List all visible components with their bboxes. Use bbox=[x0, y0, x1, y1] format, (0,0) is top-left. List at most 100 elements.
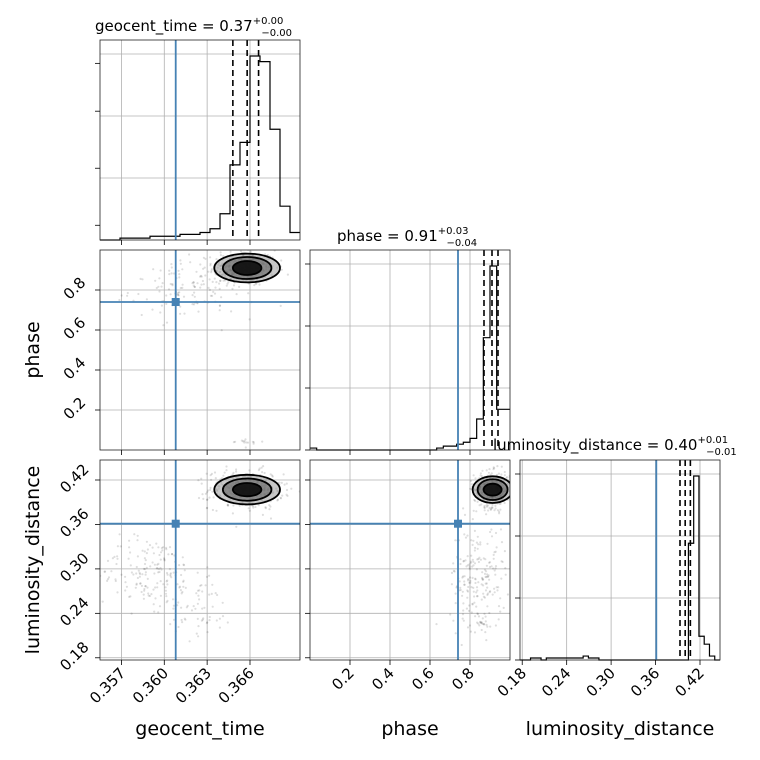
sample-point bbox=[257, 245, 259, 247]
sample-point bbox=[268, 508, 271, 511]
sample-point bbox=[472, 474, 475, 477]
sample-point bbox=[238, 504, 241, 507]
sample-point bbox=[137, 292, 140, 296]
sample-point bbox=[160, 304, 163, 307]
sample-point bbox=[135, 565, 138, 569]
sample-point bbox=[144, 573, 147, 576]
sample-point bbox=[164, 586, 167, 589]
sample-point bbox=[462, 507, 465, 510]
sample-point bbox=[188, 253, 191, 256]
sample-point bbox=[210, 592, 213, 596]
sample-point bbox=[499, 610, 502, 613]
sample-point bbox=[154, 279, 157, 282]
sample-point bbox=[465, 607, 468, 610]
sample-point bbox=[498, 512, 501, 515]
sample-point bbox=[235, 470, 238, 473]
sample-point bbox=[247, 292, 250, 295]
y-tick-label: 0.2 bbox=[60, 394, 90, 424]
sample-point bbox=[269, 505, 272, 508]
sample-point bbox=[200, 275, 203, 278]
sample-point bbox=[220, 477, 224, 480]
sample-point bbox=[476, 595, 479, 598]
sample-point bbox=[476, 535, 479, 538]
sample-point bbox=[455, 586, 458, 589]
sample-point bbox=[202, 283, 205, 286]
sample-point bbox=[495, 473, 499, 477]
sample-point bbox=[471, 558, 474, 561]
sample-point bbox=[492, 567, 495, 570]
sample-point bbox=[223, 471, 226, 474]
sample-point bbox=[269, 473, 272, 476]
sample-point bbox=[197, 625, 200, 628]
sample-point bbox=[201, 590, 204, 593]
sample-point bbox=[141, 573, 144, 576]
sample-point bbox=[214, 286, 217, 289]
sample-point bbox=[480, 622, 483, 625]
sample-point bbox=[279, 304, 282, 307]
sample-point bbox=[275, 456, 277, 458]
sample-point bbox=[483, 572, 487, 576]
sample-point bbox=[462, 609, 465, 612]
sample-point bbox=[503, 550, 506, 553]
sample-point bbox=[279, 496, 282, 499]
sample-point bbox=[163, 558, 166, 561]
sample-point bbox=[461, 594, 464, 597]
sample-point bbox=[202, 497, 205, 500]
sample-point bbox=[226, 621, 229, 624]
xlabel-geocent-time: geocent_time bbox=[135, 718, 264, 740]
sample-point bbox=[475, 568, 478, 571]
sample-point bbox=[162, 583, 165, 586]
sample-point bbox=[127, 557, 130, 560]
sample-point bbox=[476, 621, 479, 624]
sample-point bbox=[192, 281, 195, 284]
sample-point bbox=[251, 505, 255, 508]
sample-point bbox=[468, 624, 472, 627]
sample-point bbox=[166, 599, 169, 603]
sample-point bbox=[480, 583, 483, 586]
sample-point bbox=[209, 256, 212, 259]
sample-point bbox=[218, 304, 222, 307]
sample-point bbox=[238, 285, 241, 288]
sample-point bbox=[209, 262, 212, 265]
sample-point bbox=[484, 631, 487, 634]
sample-point bbox=[454, 592, 457, 595]
sample-point bbox=[279, 497, 283, 500]
sample-point bbox=[169, 574, 172, 577]
sample-point bbox=[198, 598, 201, 601]
sample-point bbox=[101, 600, 104, 603]
sample-point bbox=[494, 567, 497, 570]
sample-point bbox=[480, 475, 484, 478]
y-tick-label: 0.42 bbox=[56, 460, 92, 496]
sample-point bbox=[192, 284, 195, 287]
sample-point bbox=[493, 467, 496, 470]
sample-point bbox=[466, 564, 469, 567]
sample-point bbox=[475, 591, 478, 594]
sample-point bbox=[124, 581, 127, 584]
sample-point bbox=[196, 589, 200, 592]
x-tick-label: 0.30 bbox=[583, 664, 619, 700]
sample-point bbox=[157, 562, 160, 566]
sample-point bbox=[156, 563, 159, 566]
sample-point bbox=[477, 581, 480, 584]
sample-point bbox=[190, 609, 194, 612]
sample-point bbox=[213, 471, 217, 474]
sample-point bbox=[107, 576, 111, 579]
sample-point bbox=[152, 268, 155, 271]
sample-point bbox=[477, 615, 481, 618]
sample-point bbox=[450, 583, 453, 586]
sample-point bbox=[171, 598, 175, 601]
sample-point bbox=[494, 565, 498, 568]
sample-point bbox=[489, 590, 492, 593]
sample-point bbox=[200, 283, 203, 286]
sample-point bbox=[486, 504, 490, 507]
sample-point bbox=[143, 589, 146, 592]
sample-point bbox=[169, 623, 172, 626]
y-tick-label: 0.8 bbox=[60, 274, 90, 304]
sample-point bbox=[200, 584, 203, 587]
sample-point bbox=[219, 254, 222, 257]
ylabel-phase: phase bbox=[22, 321, 44, 378]
sample-point bbox=[202, 267, 205, 270]
sample-point bbox=[160, 568, 163, 571]
sample-point bbox=[208, 496, 211, 499]
lines-layer bbox=[100, 40, 692, 660]
